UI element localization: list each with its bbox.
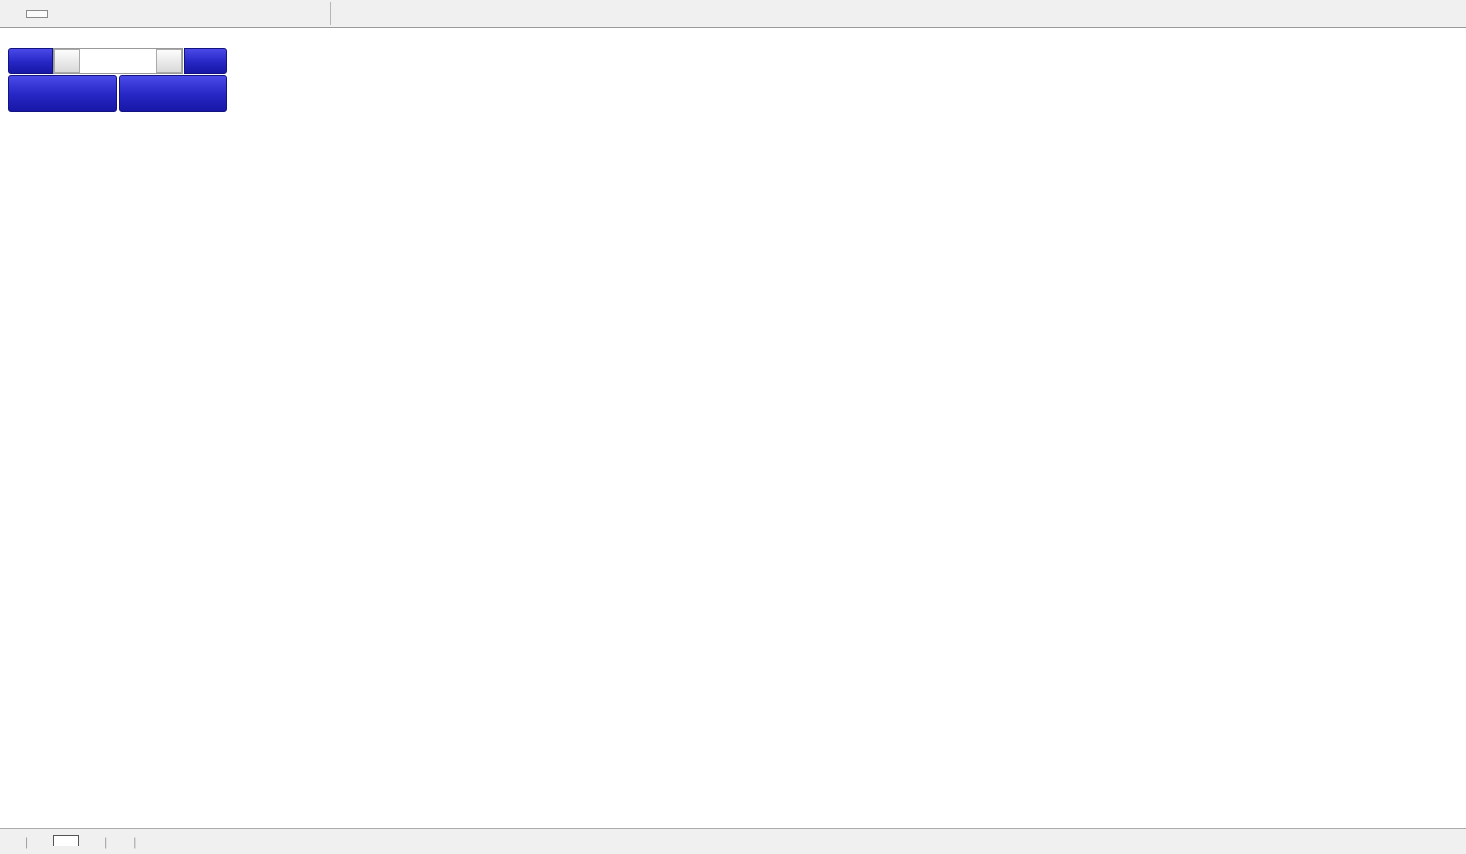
toolbar-separator bbox=[330, 2, 331, 25]
chart-tab-usdchf[interactable] bbox=[53, 835, 80, 846]
buy-button[interactable] bbox=[183, 48, 227, 74]
chart-tab-usdcad[interactable] bbox=[79, 839, 103, 845]
ask-price-button[interactable] bbox=[118, 75, 227, 112]
bid-price-button[interactable] bbox=[8, 75, 117, 112]
one-click-trade-panel bbox=[8, 48, 227, 112]
chart-tab-eurusd[interactable] bbox=[0, 839, 24, 845]
timeframe-tab-mn[interactable] bbox=[74, 10, 96, 18]
chart-tab-bar: | | | bbox=[0, 828, 1466, 854]
volume-increase-icon[interactable] bbox=[155, 49, 182, 73]
tab-separator: | bbox=[133, 835, 137, 849]
tab-separator: | bbox=[104, 835, 108, 849]
volume-input[interactable] bbox=[79, 49, 156, 73]
chart-tab-usdcnh[interactable] bbox=[108, 839, 132, 845]
volume-decrease-icon[interactable] bbox=[53, 49, 80, 73]
timeframe-tab-h4[interactable] bbox=[2, 10, 24, 18]
timeframe-tab-d1[interactable] bbox=[26, 9, 48, 18]
timeframe-tab-w1[interactable] bbox=[50, 10, 72, 18]
timeframe-toolbar bbox=[0, 0, 1466, 28]
chart-title bbox=[8, 33, 19, 47]
tab-separator: | bbox=[25, 835, 29, 849]
volume-stepper bbox=[52, 48, 183, 74]
sell-button[interactable] bbox=[8, 48, 53, 74]
chart-tab-audusd[interactable] bbox=[29, 839, 53, 845]
